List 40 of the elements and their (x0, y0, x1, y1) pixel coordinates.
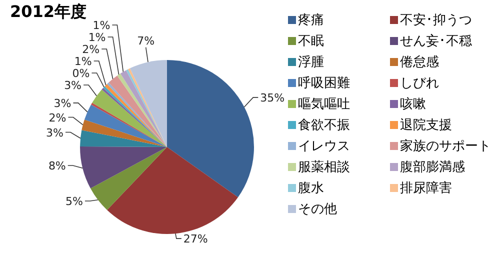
data-label: 2% (48, 111, 66, 124)
legend-label: 不眠 (298, 33, 324, 50)
legend-label: その他 (298, 201, 337, 218)
legend-label: 疼痛 (298, 12, 324, 29)
legend-label: 浮腫 (298, 54, 324, 71)
data-label: 3% (64, 78, 82, 92)
legend-label: 倦怠感 (400, 54, 439, 71)
legend-label: 家族のサポート (400, 138, 491, 155)
pie-slice (107, 147, 238, 234)
legend-label: イレウス (298, 138, 350, 155)
data-label: 2% (82, 42, 100, 56)
pie-slice (82, 120, 167, 147)
pie-slice (80, 146, 167, 188)
data-label: 8% (48, 160, 66, 173)
data-label: 7% (137, 34, 155, 48)
legend-label: 排尿障害 (400, 180, 452, 197)
legend-label: 咳嗽 (400, 96, 426, 113)
data-label: 1% (92, 18, 110, 32)
data-label: 1% (88, 30, 106, 44)
data-label: 3% (46, 126, 64, 140)
chart-title: 2012年度 (10, 2, 87, 23)
data-label: 5% (66, 194, 83, 208)
pie-slice (80, 130, 167, 147)
legend-label: 服薬相談 (298, 159, 350, 176)
pie-slice (167, 60, 254, 198)
legend-label: しびれ (400, 75, 439, 92)
legend-label: せん妄･不穏 (400, 32, 472, 50)
legend-label: 呼吸困難 (298, 75, 350, 92)
legend-label: 腹水 (298, 180, 324, 197)
pie-slice (90, 147, 167, 210)
data-label: 0% (72, 66, 90, 80)
data-label: 27% (183, 232, 208, 246)
legend-label: 嘔気嘔吐 (298, 96, 350, 113)
legend-label: 腹部膨満感 (400, 159, 465, 176)
data-label: 1% (74, 54, 92, 68)
legend-label: 退院支援 (400, 117, 452, 134)
data-label: 35% (260, 91, 285, 104)
data-label: 3% (54, 96, 72, 110)
legend-label: 不安･抑うつ (400, 12, 472, 29)
legend-label: 食欲不振 (298, 117, 350, 134)
